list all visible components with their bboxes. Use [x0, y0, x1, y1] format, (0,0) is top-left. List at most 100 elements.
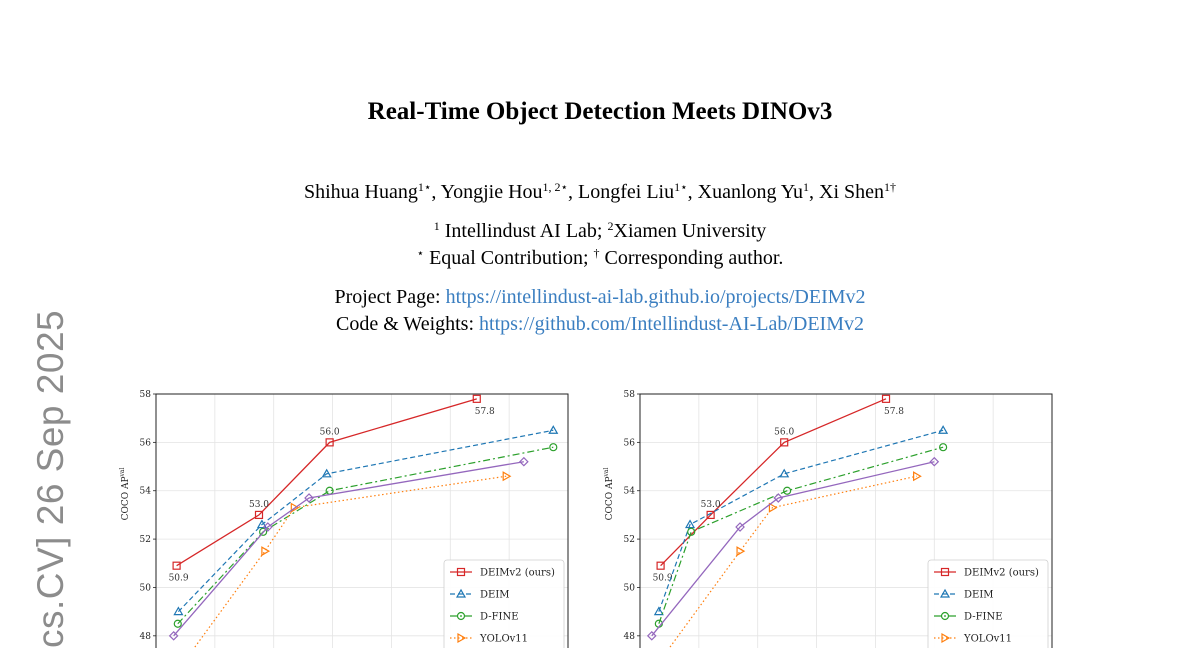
legend-label: DEIM	[964, 590, 994, 601]
chart-right-svg: 48 50 52 54 56 58 COCO APval 50.9 53.0 56.0 57.8 DE…	[603, 390, 1053, 648]
legend-label: YOLOv11	[479, 634, 528, 645]
data-point	[304, 493, 314, 503]
series-deimv2-ours: 50.9 53.0 56.0 57.8	[653, 394, 904, 584]
data-point	[653, 606, 664, 616]
y-tick-label: 52	[140, 535, 151, 545]
series-line	[193, 475, 507, 648]
code-weights-label: Code & Weights:	[336, 313, 480, 335]
y-tick-label: 58	[140, 390, 152, 400]
legend-marker	[939, 588, 951, 598]
plot-frame	[639, 393, 1053, 648]
y-tick-label: 48	[624, 632, 636, 642]
y-tick-label: 56	[140, 438, 152, 448]
data-label: 53.0	[249, 500, 269, 510]
legend-label: D-FINE	[964, 612, 1003, 623]
dagger-mark: †	[593, 246, 600, 260]
legend-label: YOLOv11	[963, 634, 1012, 645]
y-tick-label: 56	[624, 438, 636, 448]
series-line	[658, 429, 944, 612]
data-point	[656, 561, 665, 570]
data-point	[773, 493, 784, 503]
legend-label: DEIMv2 (ours)	[480, 568, 555, 579]
y-axis-label: COCO APval	[603, 468, 615, 521]
legend: DEIMv2 (ours) DEIM D-FINE YOLOv11	[927, 559, 1049, 648]
data-point	[939, 443, 948, 452]
chart-left-svg: 48 50 52 54 56 58 COCO APval 50.9 53.0 56.0 57.8 DE…	[119, 390, 569, 648]
data-point	[173, 606, 184, 616]
author-affiliation-mark: 1	[803, 180, 810, 194]
legend-marker	[456, 567, 466, 577]
data-point	[472, 394, 481, 403]
author-affiliation-mark: 1⋆	[417, 180, 432, 194]
data-point	[684, 519, 696, 529]
data-point	[929, 456, 940, 467]
data-point	[262, 522, 273, 532]
series-line	[658, 446, 944, 624]
legend-label: DEIM	[480, 590, 510, 601]
data-point	[768, 502, 778, 513]
data-point	[938, 425, 949, 434]
author-affiliation-mark: 1†	[884, 180, 897, 194]
star-mark: ⋆	[416, 246, 425, 260]
data-point	[254, 510, 264, 520]
legend-marker	[940, 567, 950, 577]
data-point	[783, 486, 792, 495]
legend-label: DEIMv2 (ours)	[964, 568, 1039, 579]
data-label: 57.8	[475, 407, 495, 417]
affiliation-text: Intellindust AI Lab;	[439, 220, 608, 242]
data-label: 50.9	[169, 574, 189, 584]
data-point	[261, 546, 271, 557]
y-axis-label: COCO APval	[119, 468, 131, 521]
data-label: 56.0	[320, 427, 340, 437]
y-tick-label: 54	[624, 487, 636, 497]
chart-right: 48 50 52 54 56 58 COCO APval 50.9 53.0 56.0 57.8 DE…	[602, 380, 1062, 648]
y-tick-label: 50	[624, 583, 636, 593]
paper-title: Real-Time Object Detection Meets DINOv3	[367, 98, 833, 125]
series-deim	[653, 425, 949, 616]
data-point	[687, 527, 696, 536]
series-yolov11	[668, 471, 922, 648]
data-point	[646, 630, 657, 641]
project-page-link[interactable]: https://intellindust-ai-lab.github.io/pr…	[445, 286, 866, 308]
data-point	[913, 471, 922, 482]
affiliation-mark: 1	[433, 219, 440, 233]
series-line	[651, 461, 935, 637]
y-tick-label: 52	[624, 535, 635, 545]
author-name: Xi Shen	[819, 181, 885, 203]
data-point	[735, 522, 745, 532]
data-point	[259, 527, 268, 536]
legend-marker	[456, 611, 466, 621]
data-point	[290, 502, 300, 513]
legend-marker	[455, 588, 467, 598]
data-label: 56.0	[774, 427, 794, 437]
data-point	[256, 519, 267, 529]
legend-marker	[941, 632, 951, 644]
data-point	[780, 438, 789, 447]
data-point	[321, 468, 332, 478]
series-unnamed-4	[168, 456, 529, 641]
code-weights-link[interactable]: https://github.com/Intellindust-AI-Lab/D…	[479, 313, 864, 335]
legend-box	[443, 559, 565, 648]
data-point	[325, 438, 334, 447]
series-line	[660, 398, 887, 567]
author-name: Yongjie Hou	[440, 181, 543, 203]
data-point	[168, 630, 179, 641]
equal-contribution-note: Equal Contribution;	[424, 247, 594, 269]
series-line	[176, 398, 477, 567]
teaser-figure: 48 50 52 54 56 58 COCO APval 50.9 53.0 56.0 57.8 DE…	[0, 380, 1200, 648]
series-line	[173, 461, 524, 637]
legend-marker	[940, 611, 950, 621]
author-affiliation-mark: 1⋆	[674, 180, 688, 194]
y-tick-label: 58	[624, 390, 636, 400]
data-point	[736, 546, 746, 557]
data-point	[172, 561, 181, 570]
code-weights-line: Code & Weights: https://github.com/Intel…	[0, 313, 1200, 336]
data-point	[549, 443, 558, 452]
author-affiliation-mark: 1, 2⋆	[542, 180, 569, 194]
series-line	[177, 429, 554, 613]
data-label: 50.9	[653, 574, 673, 584]
project-page-line: Project Page: https://intellindust-ai-la…	[0, 286, 1200, 309]
y-tick-label: 50	[140, 583, 152, 593]
legend: DEIMv2 (ours) DEIM D-FINE YOLOv11	[443, 559, 565, 648]
contribution-notes: ⋆ Equal Contribution; † Corresponding au…	[0, 246, 1200, 270]
